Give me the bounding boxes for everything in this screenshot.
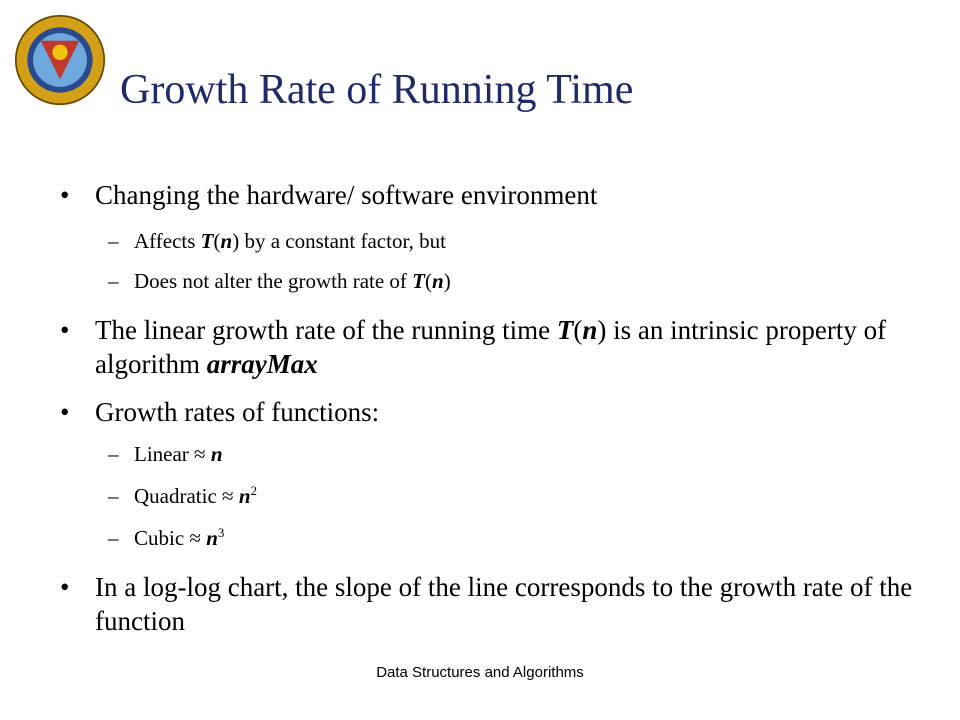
dash: – bbox=[108, 442, 119, 466]
algorithm-name: arrayMax bbox=[206, 349, 318, 379]
text-part: Cubic bbox=[134, 526, 190, 550]
bullet-linear-growth: • The linear growth rate of the running … bbox=[60, 313, 915, 381]
text-part: The linear growth rate of the running ti… bbox=[95, 315, 557, 345]
bullet-dot: • bbox=[60, 397, 70, 427]
approx-symbol: ≈ bbox=[222, 484, 234, 508]
dash: – bbox=[108, 229, 119, 253]
exponent: 2 bbox=[250, 483, 258, 498]
text-part: Affects bbox=[134, 229, 201, 253]
exponent: 3 bbox=[217, 525, 225, 540]
bullet-text: Changing the hardware/ software environm… bbox=[95, 180, 598, 210]
dash: – bbox=[108, 526, 119, 550]
paren: ) bbox=[232, 229, 240, 253]
sub-bullet-cubic: – Cubic ≈ n3 bbox=[108, 524, 224, 552]
text-part: Quadratic bbox=[134, 484, 223, 508]
bullet-hardware: • Changing the hardware/ software enviro… bbox=[60, 178, 915, 212]
dash: – bbox=[108, 484, 119, 508]
sub-bullet-linear: – Linear ≈ n bbox=[108, 440, 223, 468]
paren: ( bbox=[425, 269, 432, 293]
slide-title: Growth Rate of Running Time bbox=[120, 67, 634, 113]
paren: ( bbox=[573, 315, 583, 345]
paren: ) bbox=[597, 315, 607, 345]
bullet-dot: • bbox=[60, 572, 70, 602]
institute-logo-icon bbox=[14, 14, 106, 106]
text-part: is an intrinsic property of algorithm bbox=[95, 315, 887, 379]
bullet-growth-rates: • Growth rates of functions: bbox=[60, 395, 915, 429]
math-T: T bbox=[556, 315, 574, 345]
math-n: n bbox=[238, 484, 251, 508]
bullet-dot: • bbox=[60, 180, 70, 210]
paren: ( bbox=[213, 229, 221, 253]
bullet-dot: • bbox=[60, 315, 70, 345]
math-T: T bbox=[412, 269, 425, 293]
bullet-log-log: • In a log-log chart, the slope of the l… bbox=[60, 570, 915, 638]
sub-bullet-affects: – Affects T(n) by a constant factor, but bbox=[108, 227, 446, 255]
sub-bullet-quadratic: – Quadratic ≈ n2 bbox=[108, 482, 257, 510]
math-n: n bbox=[432, 269, 444, 293]
sub-bullet-not-alter: – Does not alter the growth rate of T(n) bbox=[108, 267, 451, 295]
approx-symbol: ≈ bbox=[194, 442, 206, 466]
bullet-text: Growth rates of functions: bbox=[95, 397, 380, 427]
math-n: n bbox=[582, 315, 598, 345]
text-part: Linear bbox=[134, 442, 195, 466]
text-part: by a constant factor, but bbox=[239, 229, 446, 253]
text-part: Does not alter the growth rate of bbox=[134, 269, 413, 293]
math-n: n bbox=[210, 442, 223, 466]
dash: – bbox=[108, 269, 119, 293]
bullet-text: In a log-log chart, the slope of the lin… bbox=[95, 572, 913, 636]
paren: ) bbox=[443, 269, 451, 293]
math-n: n bbox=[220, 229, 233, 253]
math-n: n bbox=[206, 526, 218, 550]
math-T: T bbox=[200, 229, 214, 253]
approx-symbol: ≈ bbox=[189, 526, 201, 550]
slide-footer: Data Structures and Algorithms bbox=[376, 664, 584, 681]
